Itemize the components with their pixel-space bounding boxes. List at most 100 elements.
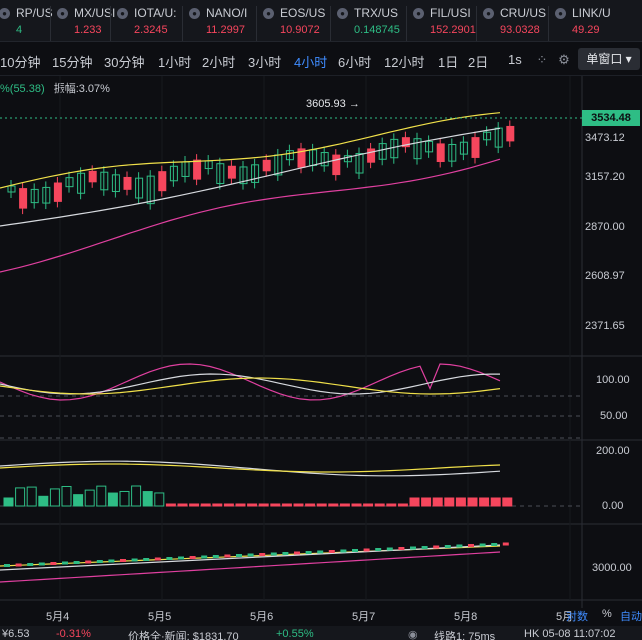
interval-tab[interactable]: 1日: [438, 55, 459, 70]
volume-bar: [502, 497, 513, 507]
nav-candle: [62, 561, 68, 565]
interval-tab[interactable]: 2日: [468, 55, 489, 70]
candle-body: [146, 175, 155, 205]
ticker-price: 11.2997: [206, 24, 245, 36]
nav-candle: [131, 558, 138, 562]
ticker-item[interactable]: ● MX/USI 1.233: [50, 6, 115, 41]
x-axis-label: 5月8: [454, 611, 478, 623]
interval-tab[interactable]: 1小时: [158, 55, 192, 70]
log-scale-toggle[interactable]: 对数: [566, 611, 588, 623]
candle-body: [448, 143, 457, 162]
volume-bar: [49, 488, 60, 507]
footer-price: ¥6.53: [2, 628, 30, 640]
footer-news[interactable]: 价格全·新闻: $1831.70: [128, 631, 239, 640]
coin-icon: ●: [483, 7, 494, 19]
interval-tab[interactable]: 2小时: [202, 55, 236, 70]
ticker-item[interactable]: ● EOS/US 10.9072: [256, 6, 325, 41]
coin-icon: ●: [413, 7, 424, 19]
nav-candle: [433, 545, 440, 549]
high-mark-label: 3605.93 →: [306, 98, 360, 110]
interval-tab[interactable]: 4小时: [294, 55, 328, 70]
realtime-button[interactable]: 1s: [508, 52, 522, 67]
candle-body: [343, 155, 352, 163]
nav-candle: [421, 546, 428, 549]
nav-candle: [4, 564, 10, 567]
x-axis-label: 5月7: [352, 611, 376, 623]
ticker-price: 2.3245: [134, 24, 168, 36]
nav-candle: [85, 560, 92, 564]
interval-tab[interactable]: 12小时: [384, 55, 425, 70]
nav-candle: [201, 555, 208, 559]
window-mode-select[interactable]: 单窗口 ▾: [578, 48, 640, 70]
candle-body: [227, 165, 236, 179]
volume-bar: [131, 485, 142, 507]
volume-bar: [316, 503, 327, 507]
volume-bar: [200, 503, 211, 507]
volume-bar: [3, 497, 14, 507]
settings-icon[interactable]: ⚙: [558, 52, 570, 67]
coin-icon: ●: [337, 7, 348, 19]
volume-bar: [397, 503, 408, 507]
volume-bar: [258, 503, 269, 507]
nav-line-white: [0, 544, 501, 571]
candle-body: [123, 176, 132, 190]
x-axis-label: 5月6: [250, 611, 274, 623]
volume-bar: [386, 503, 397, 507]
nav-candle: [154, 557, 161, 561]
window-mode-label: 单窗口: [586, 52, 623, 66]
nav-candle: [189, 556, 196, 559]
ticker-price: 93.0328: [500, 24, 540, 36]
ticker-item[interactable]: ● IOTA/U: 2.3245: [110, 6, 176, 41]
nav-line-magenta: [0, 551, 501, 583]
candle-body: [367, 148, 376, 163]
interval-tab[interactable]: 3小时: [248, 55, 282, 70]
candle-body: [53, 182, 62, 202]
percent-toggle[interactable]: %: [602, 608, 612, 620]
nav-candle: [224, 554, 231, 558]
high-mark-value: 3605.93: [306, 98, 346, 110]
candle-body: [459, 141, 468, 155]
interval-tab[interactable]: 6小时: [338, 55, 372, 70]
volume-bar: [61, 485, 72, 507]
ticker-item[interactable]: ● NANO/I 11.2997: [182, 6, 247, 41]
nav-candle: [96, 560, 103, 563]
auto-scale-toggle[interactable]: 自动: [620, 611, 642, 623]
candle-body: [262, 159, 271, 172]
interval-tab[interactable]: 10分钟: [0, 55, 41, 70]
nav-candle: [491, 543, 498, 546]
ticker-item[interactable]: ● LINK/U 49.29: [548, 6, 611, 41]
candle-body: [332, 154, 341, 176]
volume-bar: [363, 503, 374, 507]
candle-body: [239, 166, 248, 185]
candle-body: [425, 140, 434, 153]
nav-candle: [50, 562, 57, 565]
ticker-item[interactable]: ● FIL/USI 152.2901: [406, 6, 476, 41]
ticker-symbol: RP/US: [16, 6, 53, 20]
candle-body: [285, 150, 294, 161]
volume-bar: [305, 503, 316, 507]
ticker-item[interactable]: ● TRX/US 0.148745: [330, 6, 400, 41]
volume-bar: [339, 503, 350, 507]
ticker-item[interactable]: ● RP/US 4: [0, 6, 53, 41]
volume-bar: [96, 485, 107, 507]
volume-ma-white: [0, 460, 501, 477]
interval-tab[interactable]: 30分钟: [104, 55, 145, 70]
ticker-price: 10.9072: [280, 24, 320, 36]
x-axis-label: 5月: [556, 611, 574, 623]
osc-axis-label: 100.00: [596, 374, 630, 386]
kline-chart[interactable]: [0, 76, 642, 608]
candle-body: [111, 174, 120, 193]
ticker-name: ● LINK/U: [555, 6, 611, 20]
ticker-name: ● CRU/US: [483, 6, 546, 20]
candle-body: [506, 125, 515, 142]
indicator-icon[interactable]: ⁘: [536, 52, 548, 67]
interval-tab[interactable]: 15分钟: [52, 55, 93, 70]
nav-candle: [352, 549, 358, 552]
volume-bar: [293, 503, 304, 507]
volume-bar: [247, 503, 258, 507]
nav-candle: [15, 563, 22, 567]
candle-body: [483, 131, 492, 141]
candle-body: [471, 137, 480, 158]
nav-candle: [444, 545, 451, 548]
ticker-item[interactable]: ● CRU/US 93.0328: [476, 6, 546, 41]
